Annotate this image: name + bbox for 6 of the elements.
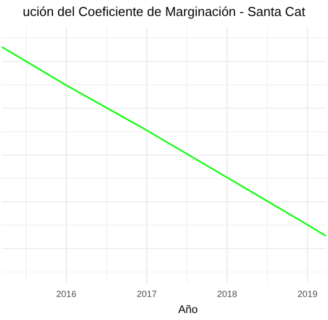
x-axis-title: Año: [178, 304, 198, 316]
x-tick-label: 2016: [56, 289, 76, 299]
chart-title: ución del Coeficiente de Marginación - Santa Cat: [22, 4, 306, 19]
x-tick-label: 2017: [136, 289, 157, 299]
x-tick-label: 2019: [297, 289, 318, 299]
x-tick-label: 2018: [217, 289, 238, 299]
